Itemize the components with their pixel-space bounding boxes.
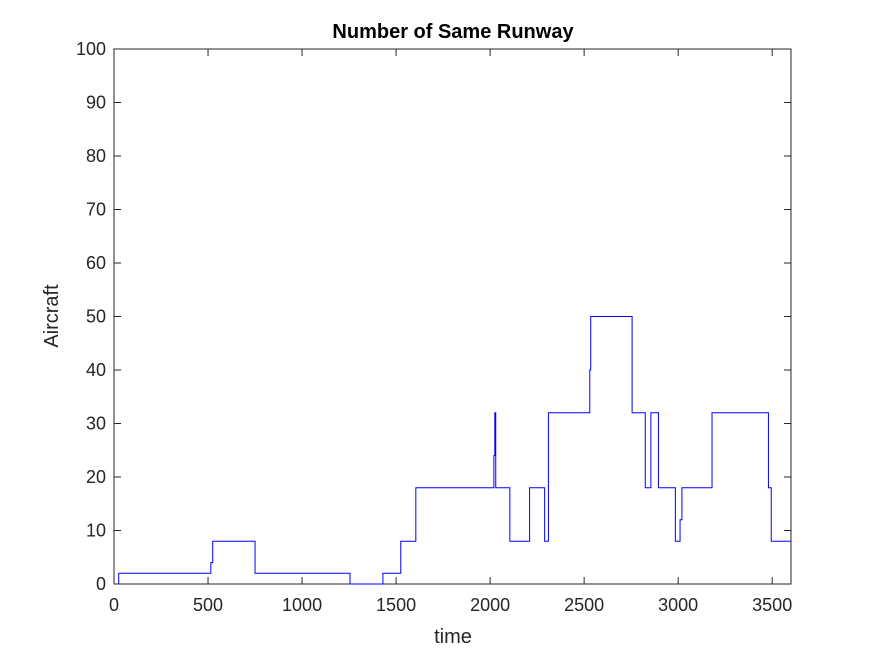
x-axis-label: time xyxy=(434,626,472,648)
y-tick-label: 60 xyxy=(86,253,106,273)
x-tick-label: 3500 xyxy=(752,595,792,615)
x-tick-label: 2000 xyxy=(470,595,510,615)
x-tick-label: 1000 xyxy=(282,595,322,615)
y-tick-label: 70 xyxy=(86,200,106,220)
y-tick-label: 20 xyxy=(86,467,106,487)
y-axis-label: Aircraft xyxy=(41,284,63,348)
y-tick-label: 80 xyxy=(86,146,106,166)
axes-box xyxy=(113,48,792,585)
y-tick-label: 40 xyxy=(86,360,106,380)
y-tick-label: 90 xyxy=(86,93,106,113)
x-tick-label: 1500 xyxy=(376,595,416,615)
y-tick-label: 10 xyxy=(86,521,106,541)
x-tick-label: 2500 xyxy=(564,595,604,615)
y-tick-label: 0 xyxy=(96,574,106,594)
chart-title: Number of Same Runway xyxy=(332,21,574,43)
y-tick-label: 50 xyxy=(86,307,106,327)
x-tick-label: 3000 xyxy=(658,595,698,615)
y-tick-label: 100 xyxy=(76,39,106,59)
x-tick-label: 500 xyxy=(193,595,223,615)
series-line-1 xyxy=(114,316,791,585)
x-tick-label: 0 xyxy=(109,595,119,615)
y-axis: 0 10 20 30 40 50 60 70 80 90 100 xyxy=(76,39,791,594)
plot-area xyxy=(113,48,792,585)
x-axis: 0 500 1000 1500 2000 2500 3000 3500 xyxy=(109,49,792,615)
y-tick-label: 30 xyxy=(86,414,106,434)
